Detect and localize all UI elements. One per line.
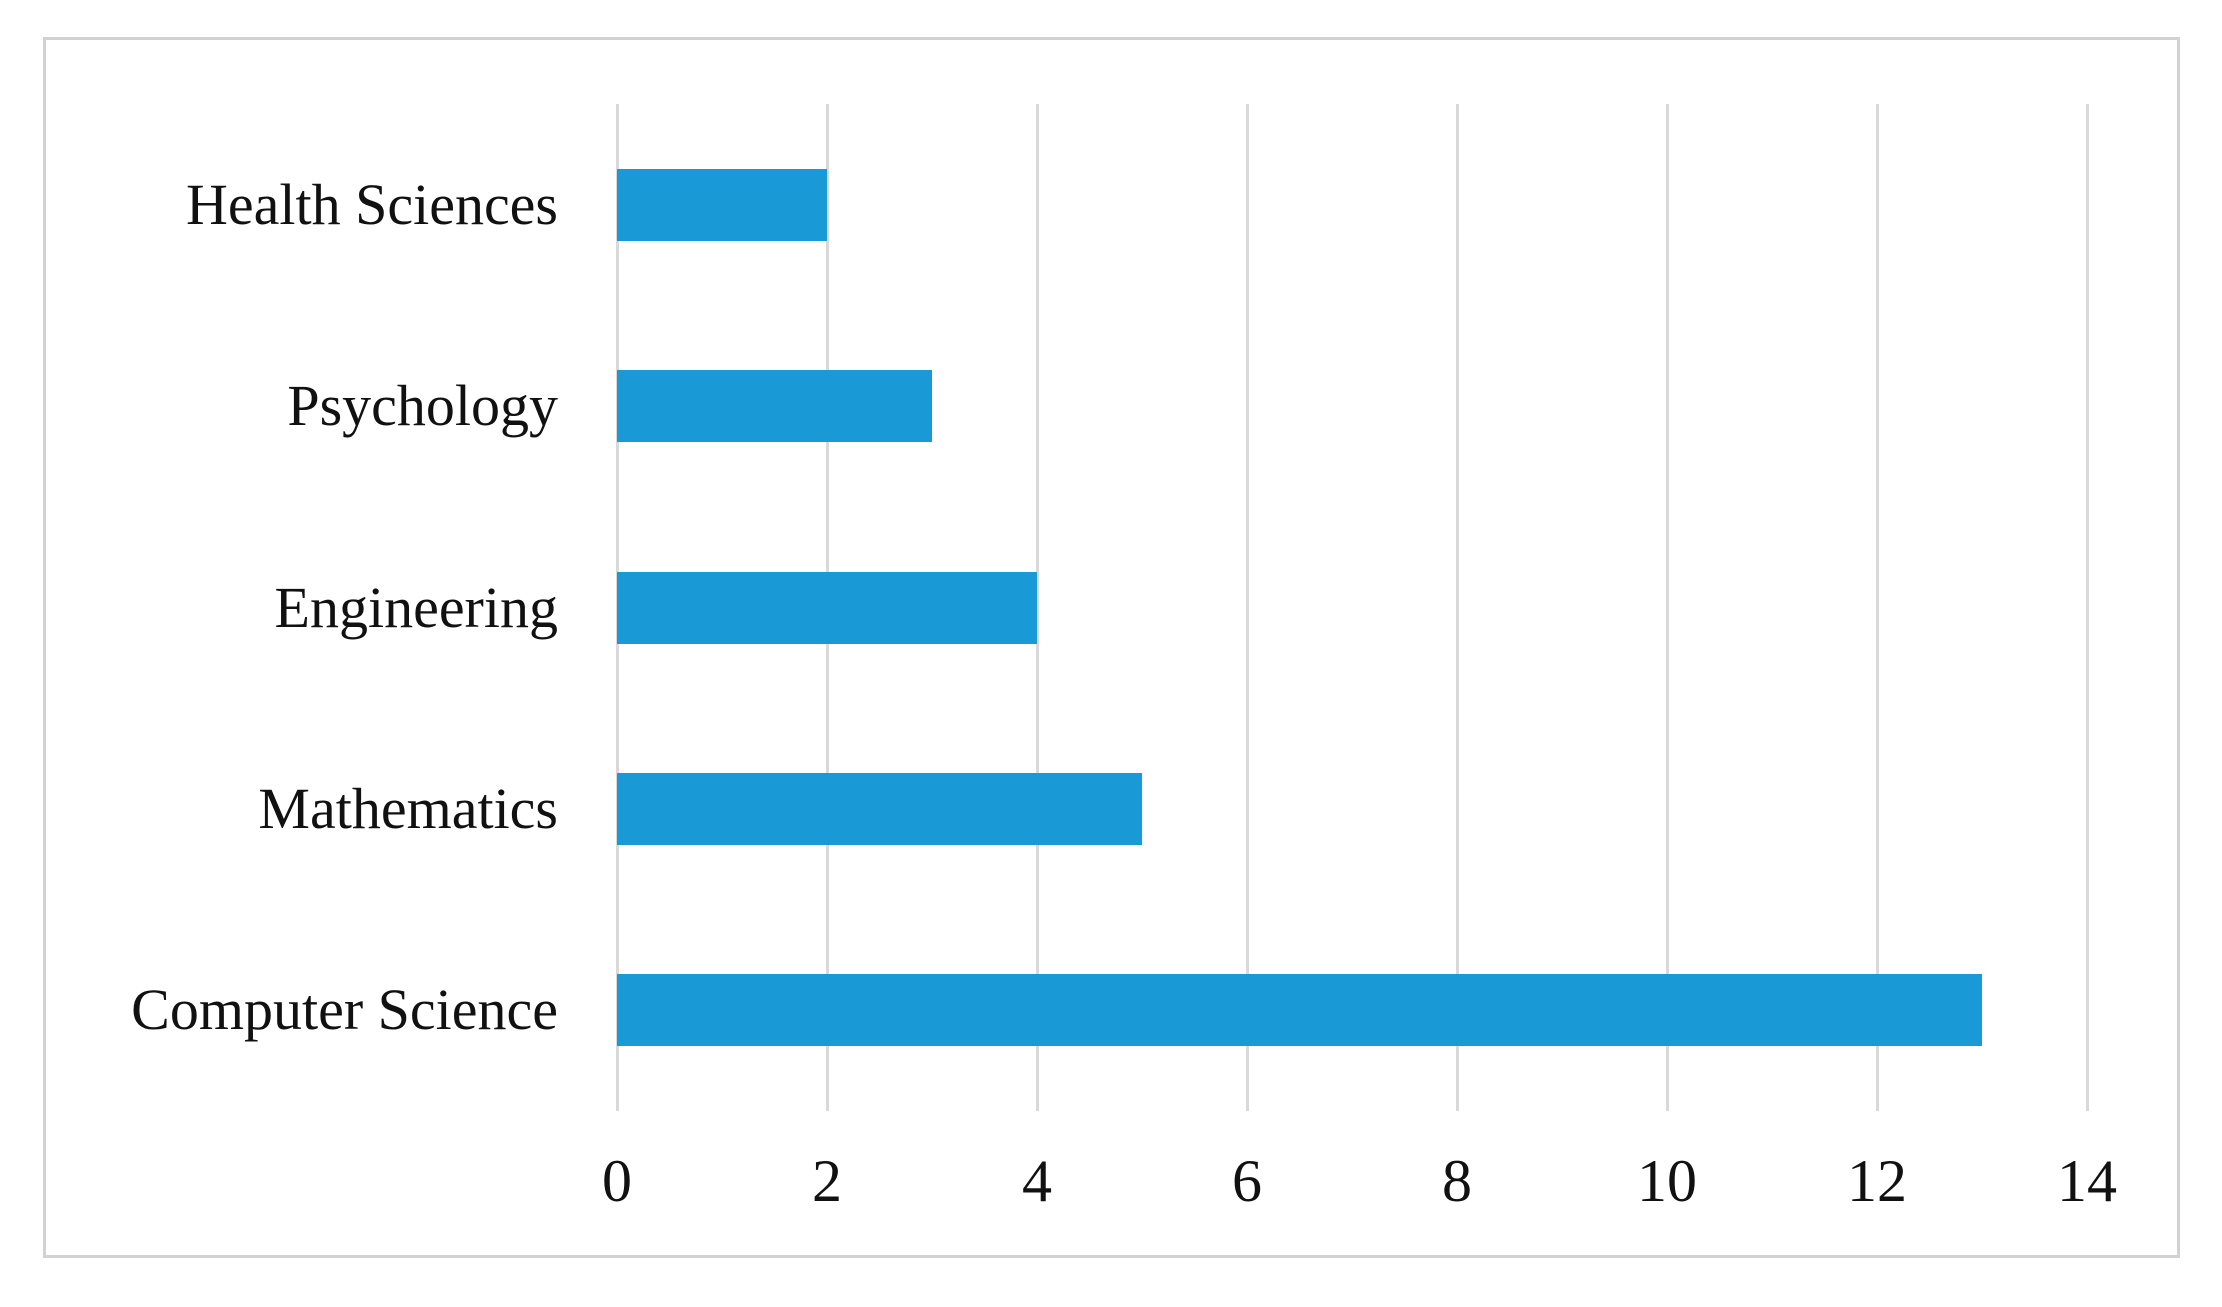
x-tick-label-8: 8	[1442, 1148, 1472, 1214]
category-label-engineering: Engineering	[274, 574, 558, 640]
category-label-mathematics: Mathematics	[258, 775, 558, 841]
x-tick-label-14: 14	[2057, 1148, 2117, 1214]
x-tick-label-6: 6	[1232, 1148, 1262, 1214]
bar-psychology	[617, 370, 932, 443]
x-tick-label-2: 2	[812, 1148, 842, 1214]
chart-figure-border	[43, 37, 2180, 1258]
category-label-health-sciences: Health Sciences	[185, 171, 558, 237]
gridline-x-4	[1035, 104, 1039, 1111]
x-tick-label-10: 10	[1637, 1148, 1697, 1214]
category-label-computer-science: Computer Science	[131, 977, 558, 1043]
bar-engineering	[617, 571, 1037, 644]
category-label-psychology: Psychology	[287, 373, 558, 439]
x-tick-label-4: 4	[1022, 1148, 1052, 1214]
bar-mathematics	[617, 772, 1142, 845]
bar-health-sciences	[617, 168, 827, 241]
x-tick-label-0: 0	[602, 1148, 632, 1214]
gridline-x-14	[2085, 104, 2089, 1111]
gridline-x-12	[1875, 104, 1879, 1111]
x-tick-label-12: 12	[1847, 1148, 1907, 1214]
gridline-x-6	[1245, 104, 1249, 1111]
gridline-x-10	[1665, 104, 1669, 1111]
gridline-x-8	[1455, 104, 1459, 1111]
bar-computer-science	[617, 974, 1982, 1047]
